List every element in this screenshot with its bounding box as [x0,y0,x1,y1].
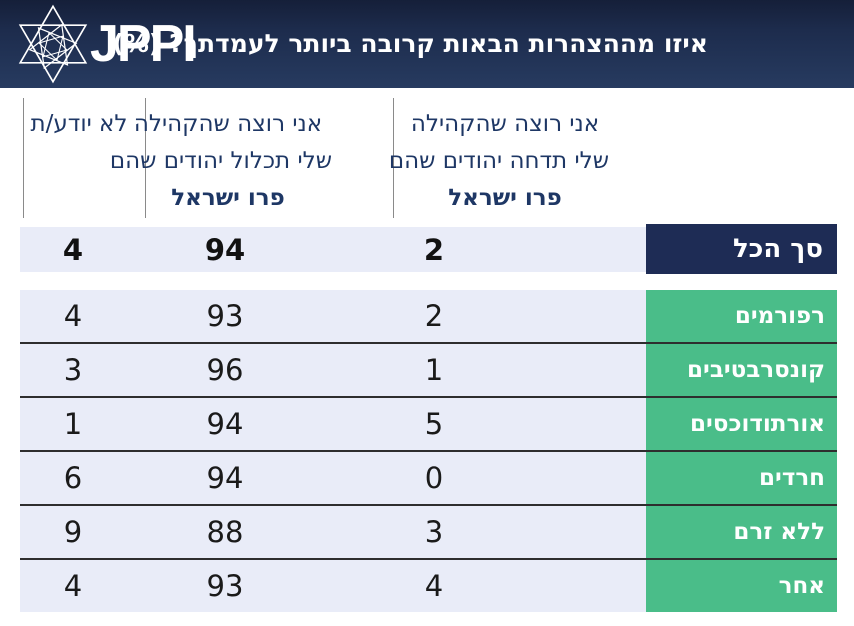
row-label: אורתודוכסים [646,398,837,450]
cell-include: 93 [206,299,244,333]
table-row: 9 88 3 ללא זרם [20,506,837,560]
total-cell-dont-know: 4 [62,232,84,267]
cell-include: 94 [206,461,244,495]
cell-include: 93 [206,569,244,603]
total-row-label: סך הכל [646,224,837,274]
column-divider [145,98,146,218]
cell-reject: 5 [424,407,444,441]
total-cell-include: 94 [204,232,246,267]
row-label: ללא זרם [646,506,837,558]
column-header-line: לא יודע/ת [30,111,128,137]
column-header-reject: אני רוצה שהקהילה שלי תדחה יהודים שהם פרו… [388,106,609,217]
column-divider [393,98,394,218]
cell-dont-know: 9 [63,515,83,549]
cell-dont-know: 1 [63,407,83,441]
row-background [20,290,646,342]
table-row: 1 94 5 אורתודוכסים [20,398,837,452]
row-background [20,506,646,558]
cell-reject: 4 [424,569,444,603]
page-title: איזו מההצהרות הבאות קרובה ביותר לעמדתך? … [112,28,708,58]
column-header-line: שלי תכלול יהודים שהם [109,148,332,174]
row-label: רפורמים [646,290,837,342]
cell-reject: 2 [424,299,444,333]
column-header-bold-line: פרו ישראל [171,185,285,211]
star-of-david-icon [12,3,94,85]
row-background [20,398,646,450]
table-row: 3 96 1 קונסרבטיבים [20,344,837,398]
table-body: 4 93 2 רפורמים 3 96 1 קונסרבטיבים 1 94 5… [20,290,837,612]
column-header-line: אני רוצה שהקהילה [133,111,323,137]
table-row: 4 93 4 אחר [20,560,837,612]
cell-include: 88 [206,515,244,549]
row-label: אחר [646,560,837,612]
total-cell-reject: 2 [423,232,445,267]
table-row: 6 94 0 חרדים [20,452,837,506]
cell-reject: 3 [424,515,444,549]
cell-reject: 1 [424,353,444,387]
row-label: חרדים [646,452,837,504]
total-row-background [20,227,646,272]
cell-dont-know: 6 [63,461,83,495]
row-background [20,452,646,504]
jppi-logo: JPPI [12,3,197,85]
column-header-include: אני רוצה שהקהילה שלי תכלול יהודים שהם פר… [109,106,332,217]
row-background [20,560,646,612]
row-label: קונסרבטיבים [646,344,837,396]
column-header-line: אני רוצה שהקהילה [410,111,600,137]
top-header-bar: JPPI איזו מההצהרות הבאות קרובה ביותר לעמ… [0,0,854,88]
cell-include: 96 [206,353,244,387]
column-header-line: שלי תדחה יהודים שהם [388,148,609,174]
cell-dont-know: 4 [63,299,83,333]
column-divider [23,98,24,218]
cell-dont-know: 4 [63,569,83,603]
column-header-bold-line: פרו ישראל [448,185,562,211]
row-background [20,344,646,396]
logo-text: JPPI [90,15,197,73]
cell-dont-know: 3 [63,353,83,387]
cell-include: 94 [206,407,244,441]
column-header-dont-know: לא יודע/ת [20,106,138,143]
cell-reject: 0 [424,461,444,495]
table-row: 4 93 2 רפורמים [20,290,837,344]
